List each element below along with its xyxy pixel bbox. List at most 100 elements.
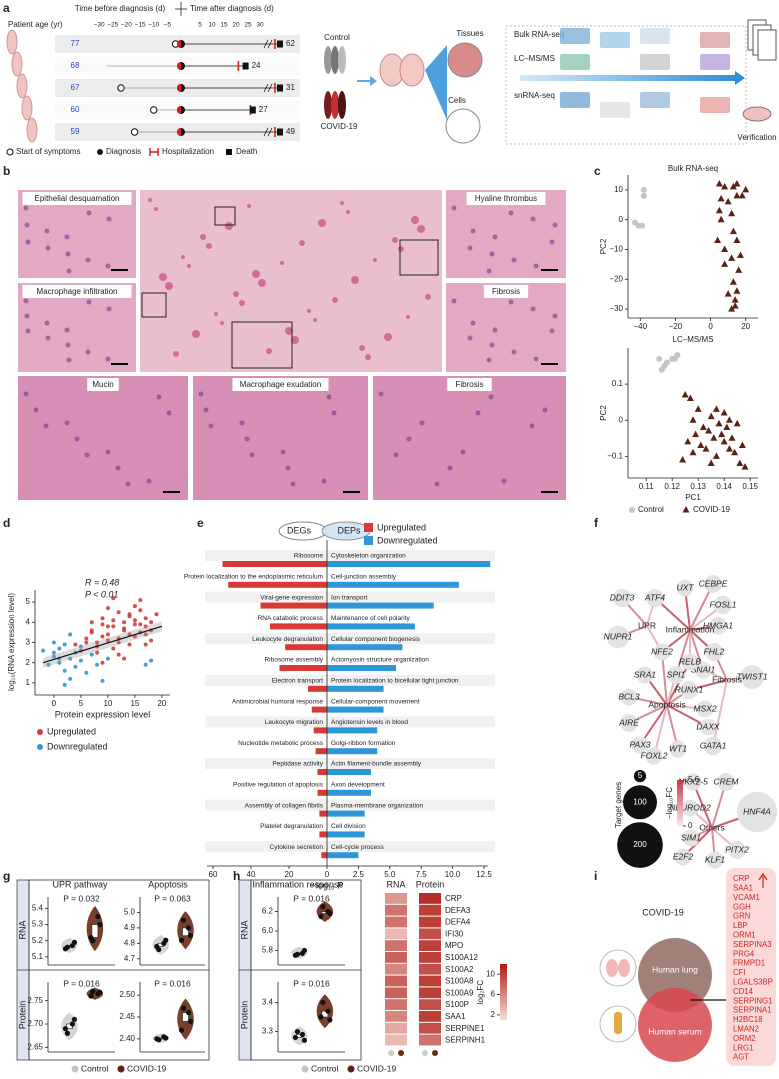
- tick-label: 5.6: [688, 775, 700, 784]
- tick-label: 2: [491, 1010, 496, 1019]
- nucleus: [23, 205, 29, 211]
- bar: [308, 685, 327, 692]
- heat-cell: [385, 963, 407, 975]
- tissue-spot: [187, 264, 191, 268]
- covid-point: [741, 463, 749, 470]
- nucleus: [43, 423, 49, 429]
- method-frame: [505, 25, 747, 145]
- covid-point: [728, 209, 736, 217]
- gene-label: MPO: [445, 941, 463, 950]
- covid-point: [686, 394, 694, 402]
- gene-label: SNAI1: [691, 664, 716, 674]
- flow-arrow-head: [735, 71, 745, 85]
- tick-label: 0: [688, 821, 693, 830]
- covid-point: [697, 441, 705, 448]
- point: [95, 640, 100, 645]
- label-box: [22, 192, 132, 205]
- tick-label: 2: [26, 658, 31, 667]
- tissue-spot: [247, 204, 251, 208]
- nucleus: [74, 436, 80, 442]
- category-label: Golgi-ribbon formation: [331, 740, 396, 747]
- tick-label: −10: [609, 245, 623, 254]
- category-label: Positive regulation of apoptosis: [233, 782, 324, 789]
- tissue-spot: [148, 198, 152, 202]
- panel-label: i: [594, 869, 597, 883]
- covid-point: [729, 227, 737, 235]
- point: [143, 662, 148, 667]
- row-band: [205, 799, 495, 811]
- covid-point: [694, 405, 702, 412]
- heat-cell: [419, 952, 441, 963]
- covid-point: [715, 419, 723, 427]
- category-label: Cellular component biogenesis: [331, 636, 421, 643]
- tick-label: 4: [26, 617, 31, 626]
- point: [64, 944, 71, 950]
- nucleus: [64, 234, 70, 240]
- category-label: Platelet degranulation: [260, 823, 323, 830]
- patient-age: 68: [71, 61, 80, 70]
- category-label: Cytokine secretion: [270, 844, 324, 851]
- tissue-spot: [233, 291, 239, 297]
- gene-label: LRG1: [733, 1043, 753, 1052]
- point: [97, 921, 103, 928]
- covid-point: [679, 455, 687, 463]
- gene-node: [699, 718, 717, 736]
- gene-label: SAA1: [733, 883, 753, 892]
- tick-label: 20: [741, 322, 750, 331]
- tick-label: 0: [325, 870, 330, 879]
- covid-point: [738, 441, 746, 448]
- bar: [222, 561, 327, 567]
- tissue-spot: [280, 261, 284, 265]
- title: COVID-19: [642, 907, 684, 917]
- tick-label: 0.14: [716, 482, 732, 491]
- nucleus: [45, 335, 51, 341]
- gene-label: WT1: [669, 743, 687, 753]
- nucleus: [65, 251, 71, 257]
- gene-label: GRN: [733, 912, 750, 921]
- axis-break: [267, 127, 273, 137]
- covid-point: [733, 191, 741, 199]
- death-day: 31: [286, 83, 295, 92]
- point: [84, 670, 89, 675]
- covid-point: [724, 197, 732, 205]
- heat-cell: [385, 1034, 407, 1046]
- set-label: Human lung: [652, 964, 698, 974]
- point: [116, 610, 121, 615]
- legend-label: Death: [236, 147, 257, 156]
- point: [57, 660, 62, 665]
- point: [57, 646, 62, 651]
- covid-point: [733, 179, 741, 187]
- gene-label: SERPINA1: [733, 1006, 772, 1015]
- covid-point: [733, 236, 741, 244]
- category-label: Axon development: [331, 782, 385, 789]
- tick-label: −20: [121, 22, 132, 29]
- label-box: [232, 378, 329, 391]
- nucleus: [508, 299, 514, 305]
- tick-label: 20: [285, 870, 294, 879]
- tissue-spot: [252, 270, 260, 278]
- gene-label: AGT: [733, 1053, 749, 1062]
- covid-point: [735, 266, 743, 273]
- tissue-spot: [392, 237, 398, 243]
- control-point: [658, 366, 665, 373]
- heat-cell: [385, 893, 407, 904]
- gene-label: CFI: [733, 968, 746, 977]
- gene-label: VCAM1: [733, 893, 760, 902]
- group-dot: [388, 1050, 394, 1056]
- category-label: Ribosome: [294, 553, 324, 560]
- nucleus: [23, 391, 29, 397]
- nucleus: [85, 257, 91, 263]
- tick-label: −20: [609, 274, 623, 283]
- point: [138, 622, 143, 627]
- heat-cell: [385, 987, 407, 999]
- tick-label: 5.2: [32, 936, 44, 945]
- heat-cell: [419, 904, 441, 916]
- tick-label: 0.12: [664, 482, 680, 491]
- gene-node: [653, 643, 671, 661]
- bar: [319, 831, 327, 838]
- nucleus: [84, 452, 90, 458]
- gene-label: CEBPE: [699, 578, 728, 588]
- box: [91, 924, 99, 938]
- box: [182, 1012, 189, 1022]
- hub-label: Inflammation: [666, 624, 715, 634]
